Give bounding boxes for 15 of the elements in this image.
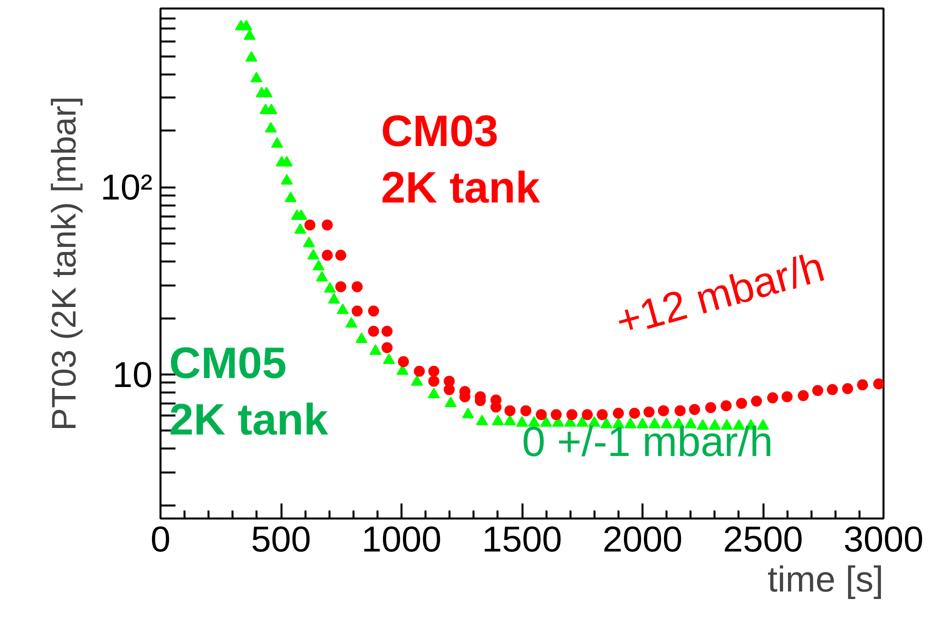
x-tick-label: 1500 [482,518,562,560]
annotation: +12 mbar/h [610,242,830,346]
x-tick-label: 3000 [843,518,924,560]
x-tick-label: 2500 [722,518,804,560]
y-tick-label: 10² [100,166,153,208]
x-tick-label: 1000 [361,518,442,560]
annotation: 0 +/-1 mbar/h [522,418,773,465]
x-tick-label: 0 [150,518,171,560]
annotation: CM03 2K tank [381,107,540,212]
annotation: CM05 2K tank [169,339,329,445]
x-axis-title: time [s] [767,558,884,600]
y-tick-label: 10 [112,354,153,395]
y-axis-title: PT03 (2K tank) [mbar] [45,96,84,431]
x-tick-label: 2000 [602,518,683,560]
x-tick-label: 500 [250,518,312,560]
